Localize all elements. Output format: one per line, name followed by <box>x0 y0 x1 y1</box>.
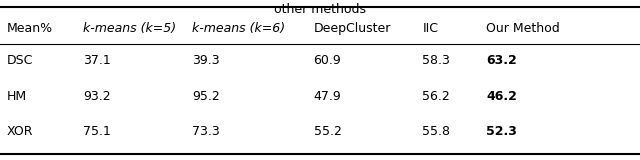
Text: IIC: IIC <box>422 22 438 35</box>
Text: 73.3: 73.3 <box>192 125 220 138</box>
Text: 52.3: 52.3 <box>486 125 517 138</box>
Text: 63.2: 63.2 <box>486 54 517 67</box>
Text: 55.8: 55.8 <box>422 125 451 138</box>
Text: Mean%: Mean% <box>6 22 52 35</box>
Text: k-means (k=5): k-means (k=5) <box>83 22 177 35</box>
Text: XOR: XOR <box>6 125 33 138</box>
Text: 58.3: 58.3 <box>422 54 451 67</box>
Text: 46.2: 46.2 <box>486 89 517 103</box>
Text: 39.3: 39.3 <box>192 54 220 67</box>
Text: 60.9: 60.9 <box>314 54 341 67</box>
Text: DSC: DSC <box>6 54 33 67</box>
Text: 75.1: 75.1 <box>83 125 111 138</box>
Text: DeepCluster: DeepCluster <box>314 22 391 35</box>
Text: 55.2: 55.2 <box>314 125 342 138</box>
Text: 56.2: 56.2 <box>422 89 450 103</box>
Text: k-means (k=6): k-means (k=6) <box>192 22 285 35</box>
Text: Our Method: Our Method <box>486 22 560 35</box>
Text: 37.1: 37.1 <box>83 54 111 67</box>
Text: 47.9: 47.9 <box>314 89 341 103</box>
Text: other methods: other methods <box>274 3 366 16</box>
Text: 95.2: 95.2 <box>192 89 220 103</box>
Text: HM: HM <box>6 89 26 103</box>
Text: 93.2: 93.2 <box>83 89 111 103</box>
